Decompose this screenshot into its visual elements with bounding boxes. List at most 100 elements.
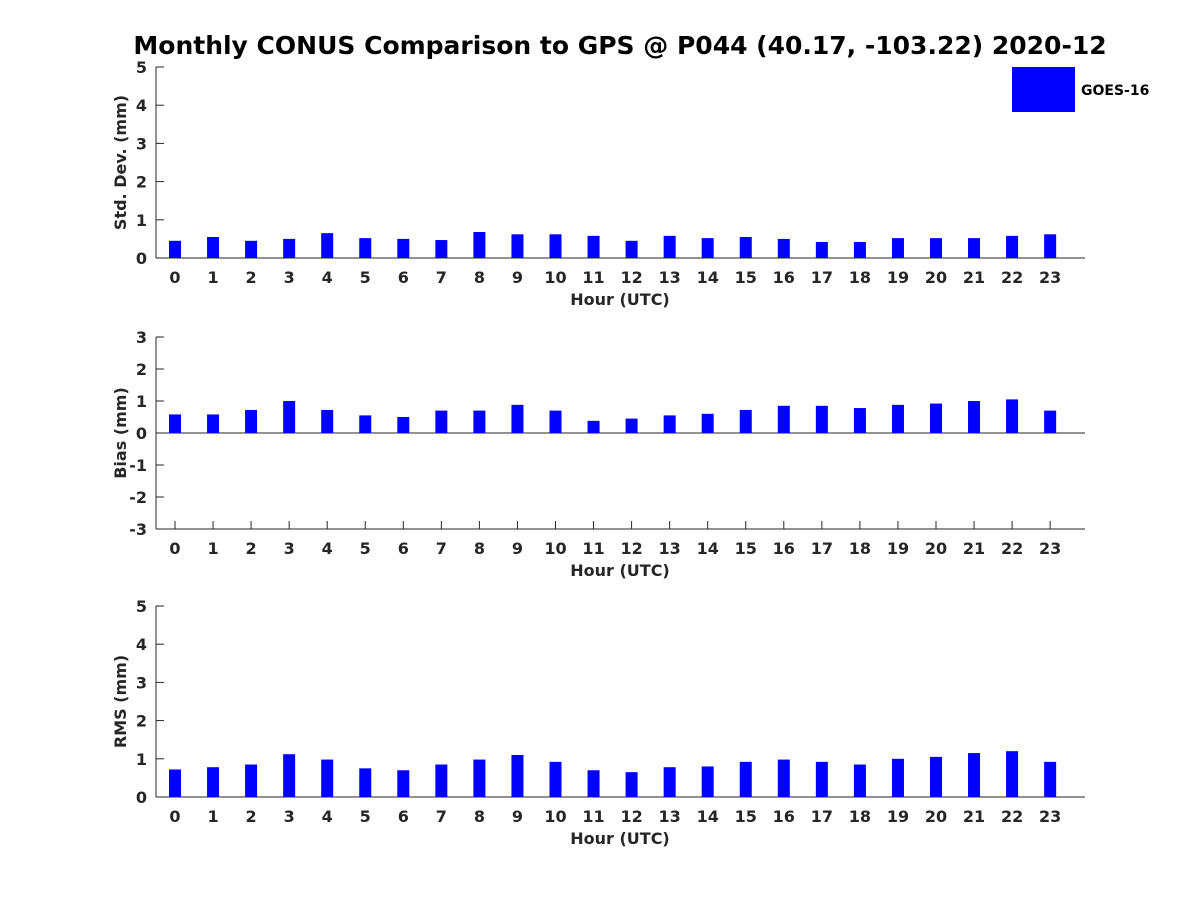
x-tick-label: 21: [963, 539, 985, 558]
x-tick-label: 10: [544, 807, 566, 826]
x-tick-label: 15: [735, 268, 757, 287]
y-tick-label: 3: [136, 673, 147, 692]
bar: [777, 405, 790, 433]
x-tick-label: 22: [1001, 268, 1023, 287]
x-tick-label: 21: [963, 807, 985, 826]
x-tick-label: 14: [697, 807, 719, 826]
x-tick-label: 14: [697, 539, 719, 558]
x-tick-label: 23: [1039, 807, 1061, 826]
y-tick-label: 3: [136, 328, 147, 347]
bar: [625, 240, 638, 258]
x-tick-label: 10: [544, 539, 566, 558]
bar: [930, 238, 942, 258]
x-tick-label: 10: [544, 268, 566, 287]
bar: [853, 764, 866, 797]
bar: [815, 241, 828, 258]
bar: [853, 241, 866, 258]
bar: [245, 409, 258, 433]
bar: [815, 405, 828, 433]
bar: [549, 410, 562, 433]
bar: [739, 409, 752, 433]
legend: GOES-16: [1012, 67, 1149, 112]
y-tick-label: 2: [136, 173, 147, 192]
y-tick-label: 1: [136, 750, 147, 769]
x-tick-label: 7: [436, 807, 447, 826]
legend-label-goes16: GOES-16: [1081, 83, 1149, 99]
bar: [397, 417, 410, 433]
bar: [359, 238, 372, 258]
bar: [701, 238, 714, 258]
x-tick-label: 3: [284, 539, 295, 558]
bar: [1006, 235, 1019, 258]
chart-title: Monthly CONUS Comparison to GPS @ P044 (…: [133, 31, 1106, 60]
bar: [1044, 234, 1057, 258]
bar: [739, 761, 752, 797]
bar: [207, 414, 220, 433]
x-tick-label: 18: [849, 807, 871, 826]
x-tick-label: 17: [811, 807, 833, 826]
x-tick-label: 20: [925, 539, 947, 558]
x-tick-label: 7: [436, 268, 447, 287]
x-tick-label: 14: [697, 268, 719, 287]
bar: [701, 766, 714, 797]
y-tick-label: -3: [129, 520, 147, 539]
x-tick-label: 0: [169, 268, 180, 287]
x-tick-label: 2: [246, 807, 257, 826]
x-tick-label: 8: [474, 268, 485, 287]
x-tick-label: 4: [322, 268, 333, 287]
x-tick-label: 5: [360, 268, 371, 287]
x-axis-label: Hour (UTC): [570, 829, 670, 848]
x-tick-label: 18: [849, 539, 871, 558]
bar: [549, 234, 562, 258]
x-tick-label: 16: [773, 268, 795, 287]
bar: [1006, 399, 1019, 433]
x-tick-label: 6: [398, 807, 409, 826]
y-tick-label: 0: [136, 424, 147, 443]
x-axis-label: Hour (UTC): [570, 290, 670, 309]
bar: [435, 410, 448, 433]
bar: [777, 759, 790, 797]
bar: [587, 235, 600, 258]
x-tick-label: 13: [659, 539, 681, 558]
bar: [511, 234, 524, 258]
x-tick-label: 3: [284, 268, 295, 287]
bar: [1044, 761, 1057, 797]
y-tick-label: 1: [136, 211, 147, 230]
bar: [663, 235, 676, 258]
bar: [473, 232, 486, 258]
bar: [283, 754, 296, 797]
y-tick-label: 2: [136, 712, 147, 731]
bar: [587, 420, 600, 433]
y-tick-label: 1: [136, 392, 147, 411]
y-tick-label: 5: [136, 58, 147, 77]
bar: [701, 413, 714, 433]
bar: [359, 415, 372, 433]
y-axis-label: Std. Dev. (mm): [111, 95, 130, 230]
x-tick-label: 1: [207, 807, 218, 826]
y-tick-label: 3: [136, 134, 147, 153]
bar: [625, 418, 638, 433]
bar: [435, 240, 448, 258]
x-tick-label: 17: [811, 268, 833, 287]
bar: [663, 415, 676, 433]
bar: [397, 770, 410, 797]
bar: [968, 753, 981, 797]
bar: [625, 772, 638, 797]
x-tick-label: 6: [398, 539, 409, 558]
bar: [169, 769, 181, 797]
x-tick-label: 12: [620, 539, 642, 558]
x-tick-label: 22: [1001, 807, 1023, 826]
bar: [815, 761, 828, 797]
bar: [207, 767, 220, 797]
y-tick-label: 0: [136, 788, 147, 807]
bar: [930, 756, 942, 797]
legend-swatch-goes16: [1012, 67, 1075, 112]
y-tick-label: -2: [129, 488, 147, 507]
bar: [511, 754, 524, 797]
x-tick-label: 15: [735, 807, 757, 826]
x-tick-label: 6: [398, 268, 409, 287]
bar: [587, 770, 600, 797]
x-tick-label: 0: [169, 807, 180, 826]
